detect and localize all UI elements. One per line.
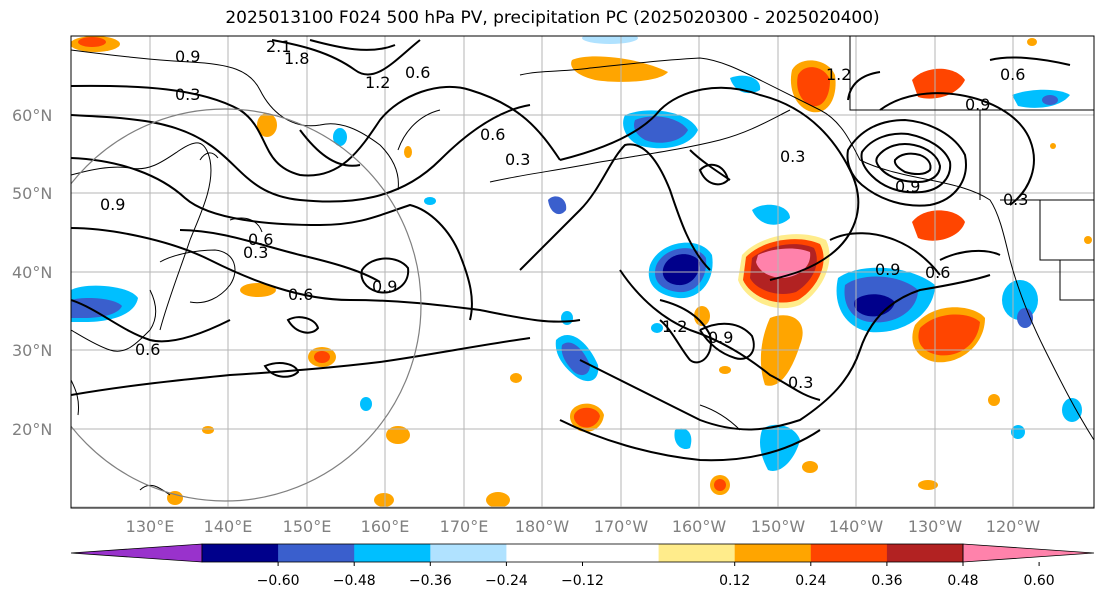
contour-label: 0.9 (895, 177, 920, 196)
colorbar-label: 0.24 (795, 573, 826, 589)
contour-label: 0.6 (248, 230, 273, 249)
map-panel: 2.1 1.8 1.2 0.6 0.9 0.3 0.6 0.3 0.9 0.6 … (71, 36, 1094, 508)
colorbar-swatch (658, 544, 736, 562)
colorbar-label: −0.12 (561, 573, 604, 589)
colorbar-label: −0.24 (485, 573, 528, 589)
contour-label: 0.3 (505, 150, 530, 169)
lon-label: 160°E (361, 517, 410, 536)
graticule (71, 36, 1094, 508)
colorbar-swatch (278, 544, 355, 562)
contour-label: 0.6 (925, 263, 950, 282)
contour-label: 0.6 (1000, 65, 1025, 84)
colorbar-swatch (354, 544, 431, 562)
contour-labels: 2.1 1.8 1.2 0.6 0.9 0.3 0.6 0.3 0.9 0.6 … (100, 37, 1028, 392)
colorbar-swatch (430, 544, 507, 562)
lon-label: 140°E (204, 517, 253, 536)
colorbar-label: 0.36 (871, 573, 902, 589)
colorbar-label: −0.60 (257, 573, 300, 589)
lon-label: 160°W (672, 517, 727, 536)
contour-label: 0.3 (243, 243, 268, 262)
contour-label: 1.8 (284, 49, 309, 68)
lon-label: 120°W (986, 517, 1041, 536)
colorbar-swatch (582, 544, 660, 562)
lat-label: 50°N (12, 184, 52, 203)
contour-label: 1.2 (365, 73, 390, 92)
map-title: 2025013100 F024 500 hPa PV, precipitatio… (225, 8, 880, 28)
colorbar-extend-high (962, 543, 1095, 563)
lon-label: 140°W (829, 517, 884, 536)
lon-label: 130°W (908, 517, 963, 536)
lat-label: 30°N (12, 341, 52, 360)
lon-label: 130°E (126, 517, 175, 536)
contour-label: 0.3 (175, 85, 200, 104)
lon-label: 180°W (515, 517, 570, 536)
lat-label: 60°N (12, 106, 52, 125)
lon-label: 150°W (751, 517, 806, 536)
contour-label: 0.9 (708, 328, 733, 347)
contour-label: 0.9 (100, 195, 125, 214)
contour-label: 1.2 (662, 317, 687, 336)
contour-label: 0.6 (405, 63, 430, 82)
colorbar-label: 0.12 (719, 573, 750, 589)
contour-label: 1.2 (826, 65, 851, 84)
contour-label: 0.6 (135, 340, 160, 359)
latitude-labels: 60°N 50°N 40°N 30°N 20°N (12, 106, 52, 439)
colorbar-label: 0.60 (1024, 573, 1055, 589)
contour-label: 0.6 (480, 125, 505, 144)
colorbar-swatch (202, 544, 279, 562)
colorbar-extend-low (70, 543, 203, 563)
longitude-labels: 130°E 140°E 150°E 160°E 170°E 180°W 170°… (126, 517, 1041, 536)
pv-contours (71, 39, 1071, 462)
lat-label: 40°N (12, 263, 52, 282)
lon-label: 150°E (283, 517, 332, 536)
contour-label: 0.9 (372, 277, 397, 296)
colorbar-swatch (810, 544, 888, 562)
precip-shading (71, 36, 1092, 508)
contour-label: 0.9 (965, 95, 990, 114)
contour-label: 0.9 (175, 47, 200, 66)
colorbar-label: −0.48 (333, 573, 376, 589)
contour-label: 0.3 (780, 147, 805, 166)
colorbar: −0.60 −0.48 −0.36 −0.24 −0.12 0.12 0.24 0.36 0.4… (70, 543, 1095, 589)
contour-label: 0.3 (788, 373, 813, 392)
colorbar-swatch (886, 544, 964, 562)
contour-label: 0.3 (1003, 190, 1028, 209)
colorbar-label: −0.36 (409, 573, 452, 589)
coastlines (71, 36, 1094, 496)
colorbar-swatch (734, 544, 812, 562)
colorbar-swatch (506, 544, 583, 562)
lon-label: 170°E (440, 517, 489, 536)
contour-label: 0.6 (288, 285, 313, 304)
lat-label: 20°N (12, 420, 52, 439)
colorbar-label: 0.48 (947, 573, 978, 589)
contour-label: 2.1 (266, 37, 291, 56)
contour-label: 0.9 (875, 260, 900, 279)
lon-label: 170°W (594, 517, 649, 536)
reference-circle (71, 108, 422, 502)
map-frame (70, 35, 1095, 509)
